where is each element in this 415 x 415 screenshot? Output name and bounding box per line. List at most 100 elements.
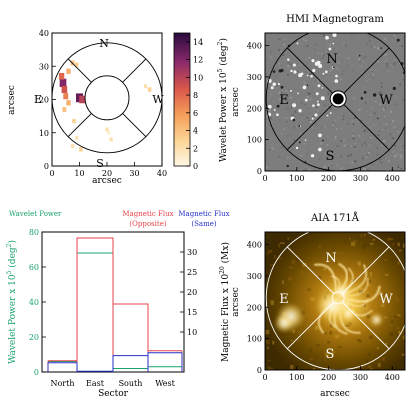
aia-noise — [398, 330, 401, 335]
left-ytick-label: 60 — [29, 263, 39, 272]
aia-noise — [401, 353, 405, 356]
hmi-noise — [286, 74, 290, 76]
aia-sector-divider — [286, 246, 335, 294]
hmi-noise — [313, 114, 315, 117]
aia-noise — [390, 319, 394, 324]
hmi-noise — [385, 149, 387, 152]
hmi-noise — [311, 118, 313, 120]
hmi-noise — [309, 115, 312, 118]
colorbar-ticks: 0 2 4 6 8 10 12 14 — [186, 38, 203, 171]
sector-chart-left-ticks: 0 20 40 60 80 — [29, 228, 46, 377]
hmi-ytick-label: 400 — [247, 42, 262, 51]
aia-noise — [309, 358, 314, 360]
hmi-noise — [319, 34, 322, 37]
hmi-noise — [303, 82, 306, 84]
hmi-noise — [357, 44, 361, 46]
hmi-bright-fleck — [300, 72, 304, 76]
aia-xlabel: arcsec — [320, 389, 350, 399]
hmi-noise — [397, 164, 399, 167]
hmi-noise — [322, 34, 325, 37]
hmi-noise — [361, 72, 364, 75]
aia-frame — [264, 231, 406, 371]
hmi-noise — [387, 52, 391, 55]
wavelet-map-sector-w: W — [152, 93, 164, 106]
hmi-noise — [326, 144, 329, 146]
hmi-bright-fleck — [289, 89, 292, 92]
hmi-noise — [287, 149, 291, 152]
aia-noise — [308, 348, 312, 351]
hmi-noise — [333, 48, 335, 50]
hmi-noise — [358, 168, 360, 170]
hmi-noise — [385, 46, 388, 49]
hmi-noise — [308, 112, 311, 115]
aia-noise — [347, 322, 352, 327]
hmi-noise — [355, 88, 357, 91]
hmi-noise — [353, 52, 356, 55]
hmi-noise — [353, 108, 356, 111]
wavelet-hotspot — [66, 100, 71, 106]
hmi-noise — [361, 95, 364, 97]
hmi-noise — [324, 152, 327, 155]
hmi-bright-fleck — [324, 70, 328, 74]
hmi-noise — [283, 49, 286, 51]
legend-opposite-line2: (Opposite) — [129, 220, 166, 228]
hmi-noise — [353, 146, 357, 148]
aia-x-ticks: 0 100 200 300 400 — [262, 366, 400, 382]
hmi-noise — [385, 58, 388, 60]
hmi-noise — [335, 137, 339, 139]
hmi-noise — [393, 33, 396, 35]
aia-noise — [270, 319, 275, 322]
hmi-noise — [269, 115, 271, 118]
hmi-noise — [272, 70, 275, 72]
aia-noise — [370, 242, 374, 245]
hmi-noise — [293, 138, 295, 142]
hmi-noise — [303, 149, 306, 152]
colorbar-tick-label: 8 — [193, 91, 198, 100]
hmi-noise — [306, 92, 310, 94]
aia-sector-s: S — [326, 347, 335, 362]
aia-noise — [353, 240, 358, 243]
hmi-noise — [370, 69, 373, 72]
hmi-noise — [281, 90, 284, 92]
hmi-noise — [352, 133, 355, 136]
hmi-noise — [291, 134, 295, 136]
hmi-noise — [366, 43, 369, 45]
aia-noise — [345, 264, 347, 269]
hmi-noise — [362, 75, 365, 78]
hmi-noise — [337, 67, 339, 71]
hmi-noise — [269, 56, 272, 59]
aia-noise — [366, 307, 369, 310]
wavelet-hotspot — [147, 87, 152, 92]
hmi-noise — [361, 53, 364, 55]
hmi-noise — [315, 123, 317, 126]
hmi-noise — [394, 103, 396, 106]
hmi-noise — [321, 53, 324, 56]
hmi-bright-fleck — [332, 42, 335, 45]
wavelet-hotspot — [106, 131, 110, 135]
hmi-noise — [324, 125, 326, 128]
hmi-dark-fleck — [380, 47, 383, 49]
hmi-noise — [361, 61, 365, 63]
aia-noise — [367, 341, 371, 344]
hmi-noise — [334, 66, 338, 69]
hmi-noise — [267, 110, 270, 112]
hmi-noise — [355, 122, 358, 125]
aia-noise — [326, 340, 331, 344]
hmi-noise — [274, 69, 277, 72]
hmi-noise — [267, 41, 270, 44]
aia-noise — [384, 274, 389, 276]
aia-noise — [386, 237, 391, 241]
hmi-bright-fleck — [312, 68, 316, 73]
wavelet-map-sector-divider — [67, 113, 92, 138]
hmi-noise — [373, 112, 376, 114]
hmi-noise — [268, 149, 271, 151]
aia-noise — [402, 243, 405, 248]
hmi-noise — [274, 76, 277, 78]
hmi-noise — [323, 156, 327, 159]
hmi-noise — [340, 167, 343, 170]
aia-noise — [378, 290, 383, 294]
hmi-noise — [333, 137, 336, 140]
hmi-noise — [358, 108, 361, 111]
aia-noise — [291, 259, 295, 264]
hmi-noise — [378, 114, 380, 117]
